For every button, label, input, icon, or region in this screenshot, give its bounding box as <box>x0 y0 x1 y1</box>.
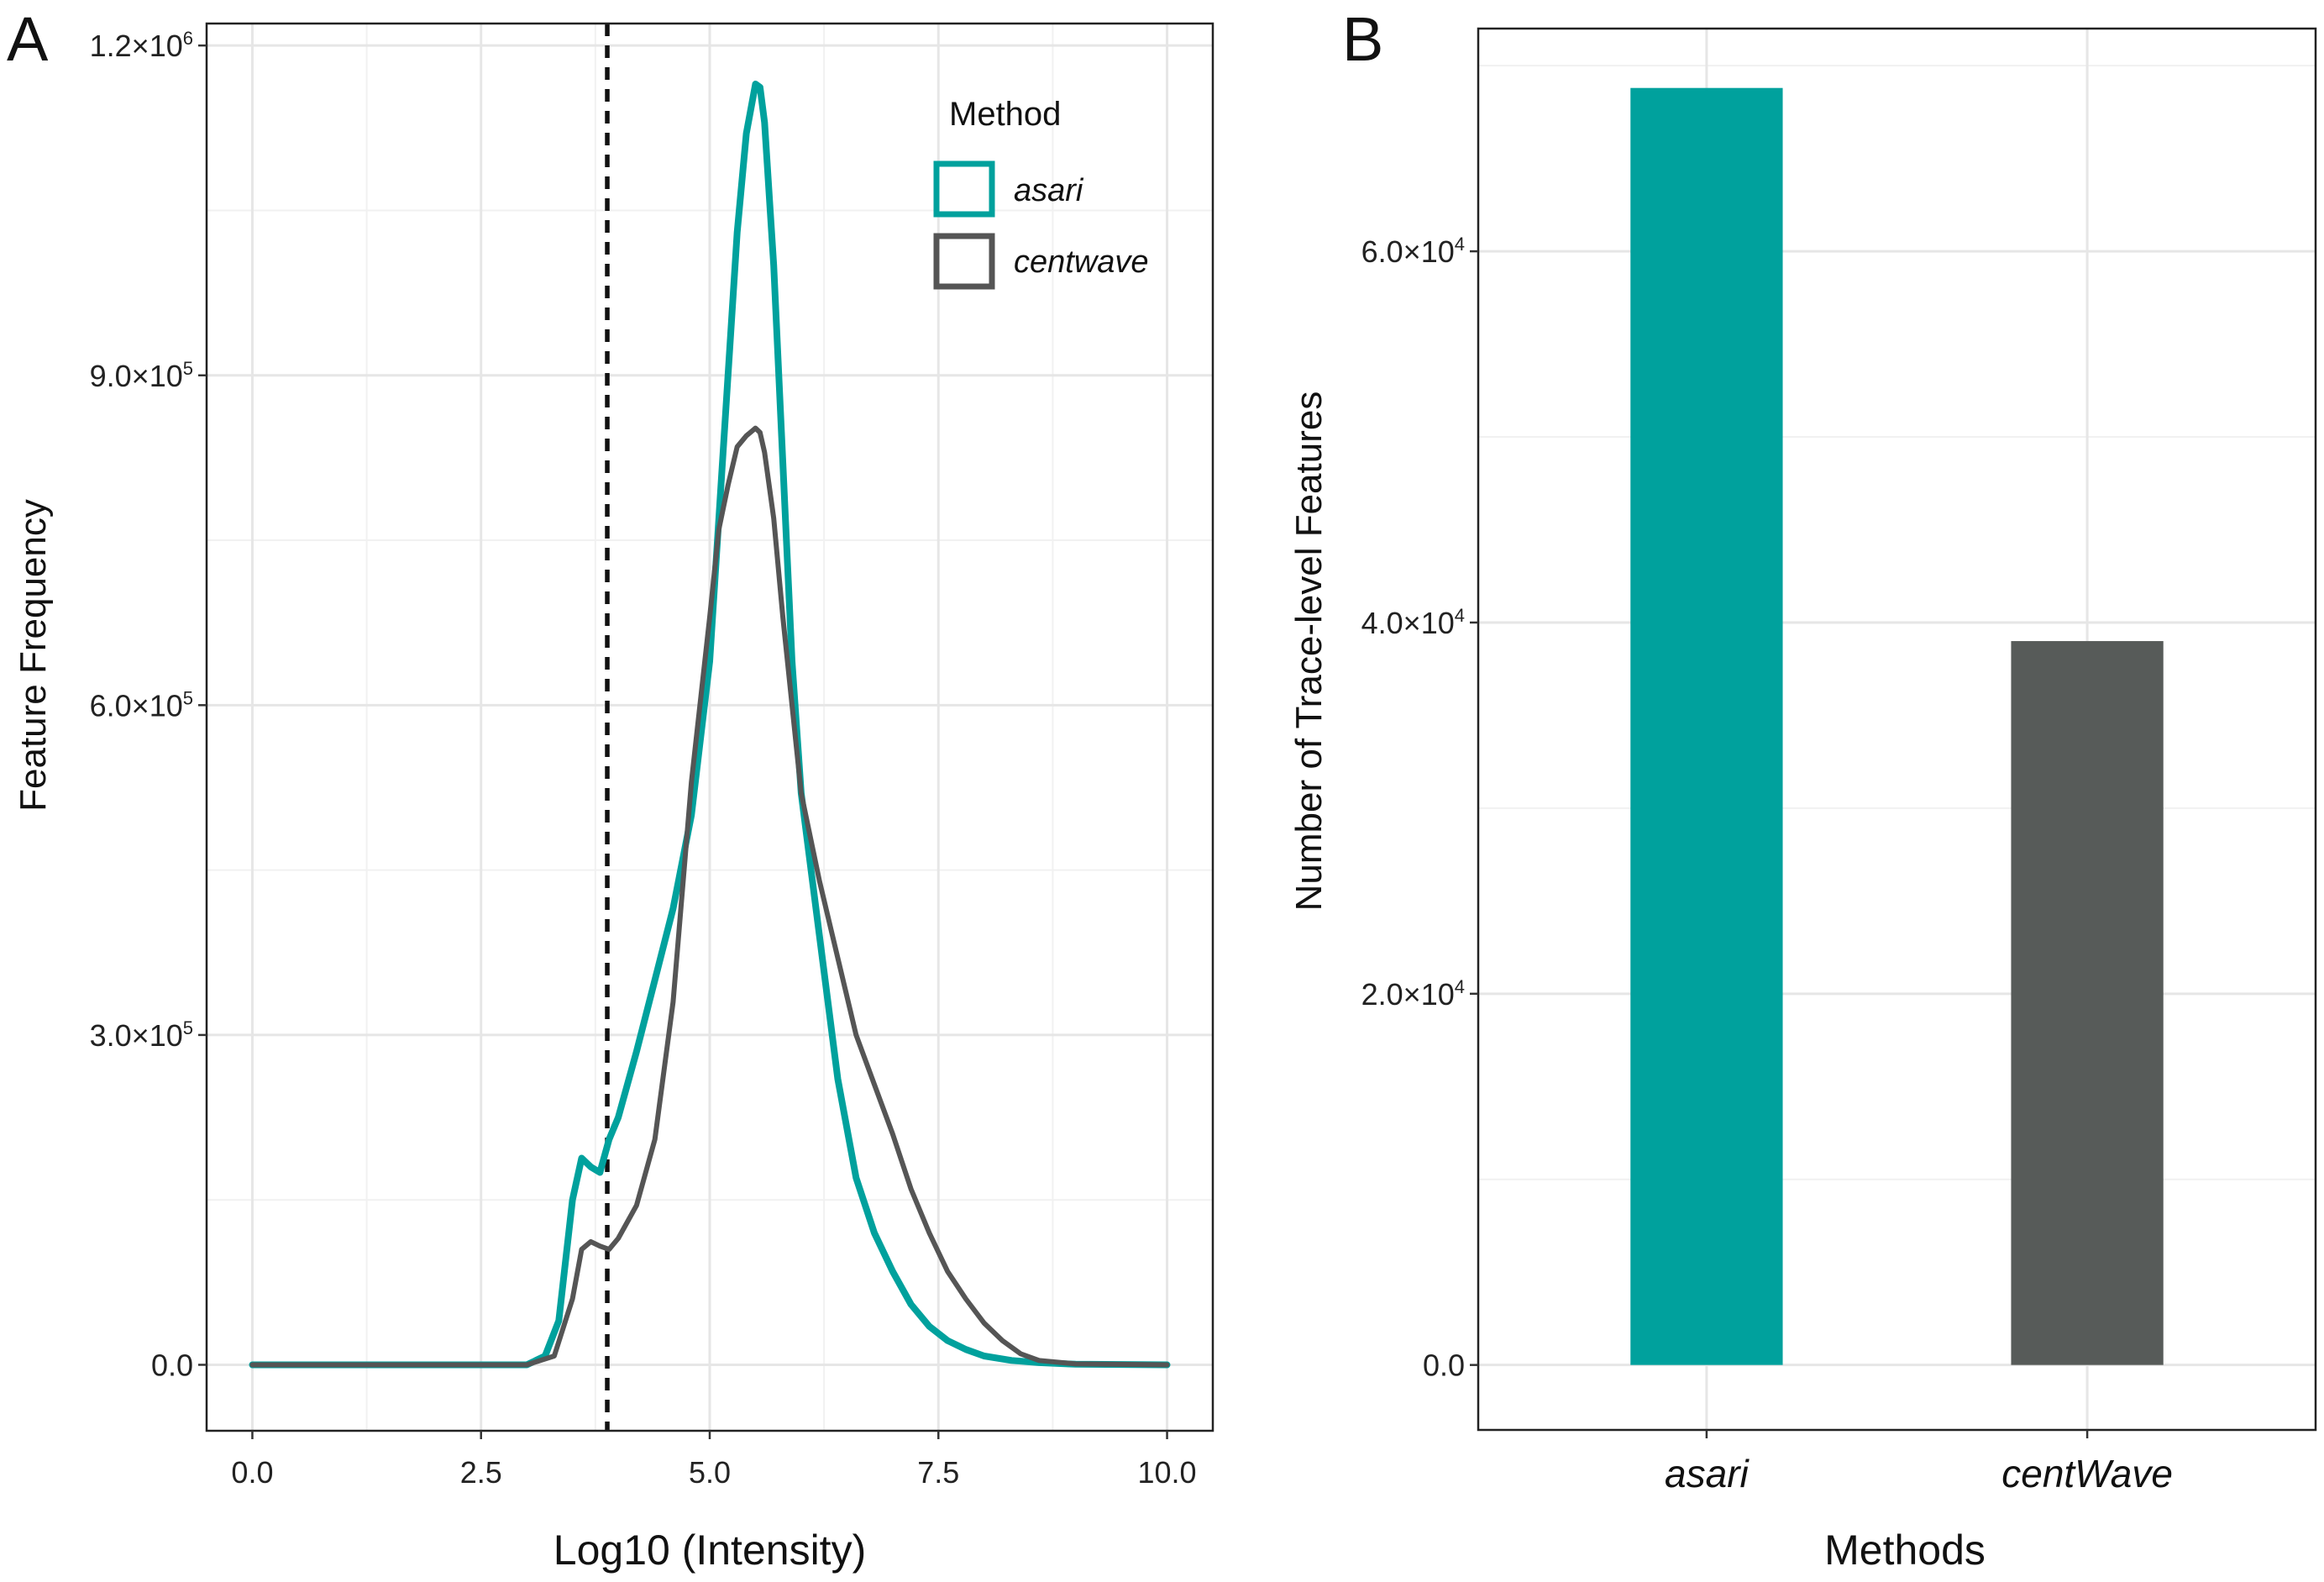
chart-a-y-tick-label: 6.0×105 <box>90 687 193 723</box>
legend-label-centwave: centwave <box>1014 244 1149 280</box>
chart-b-plot-border <box>1477 27 2317 1432</box>
chart-b-y-tick-label-mantissa: 6.0×10 <box>1361 234 1455 269</box>
chart-a-y-tick-label-mantissa: 0.0 <box>151 1348 193 1382</box>
chart-a-y-tick-label: 1.2×106 <box>90 28 193 63</box>
chart-a-y-tick-label-mantissa: 9.0×10 <box>90 359 183 393</box>
chart-b-y-tick-label-exponent: 4 <box>1455 976 1465 997</box>
chart-a-y-tick-label-exponent: 5 <box>183 1017 193 1038</box>
legend-title: Method <box>949 96 1061 133</box>
chart-b-y-tick-label-mantissa: 4.0×10 <box>1361 606 1455 640</box>
chart-b-x-axis-title: Methods <box>1824 1527 1986 1574</box>
chart-b-bars <box>1630 87 2164 1365</box>
chart-b-y-tick-label: 0.0 <box>1423 1348 1465 1383</box>
chart-b-y-tick-label-mantissa: 2.0×10 <box>1361 977 1455 1012</box>
legend-key-centwave <box>933 233 995 290</box>
chart-a-legend: Method asari centwave <box>933 96 1149 290</box>
legend-label-asari: asari <box>1014 173 1084 208</box>
chart-b-y-tick-label-exponent: 4 <box>1455 605 1465 626</box>
panel-label-a: A <box>7 4 49 74</box>
chart-b-category-label: asari <box>1665 1452 1750 1495</box>
chart-b-y-tick-label: 2.0×104 <box>1361 976 1465 1012</box>
bar-centwave <box>2011 641 2164 1365</box>
series-line-asari <box>249 81 1171 1369</box>
chart-a-series-group <box>249 81 1171 1369</box>
chart-a-x-tick-label: 10.0 <box>1138 1455 1197 1490</box>
chart-a-y-tick-label: 3.0×105 <box>90 1017 193 1053</box>
chart-a-x-tick-label: 5.0 <box>689 1455 731 1490</box>
chart-a-y-tick-label: 0.0 <box>151 1348 193 1382</box>
chart-a-x-tick-label: 0.0 <box>231 1455 273 1490</box>
chart-a-x-axis-title: Log10 (Intensity) <box>553 1527 866 1574</box>
panel-label-b: B <box>1342 4 1383 74</box>
chart-a-y-tick-label-mantissa: 3.0×10 <box>90 1018 183 1053</box>
series-line-centwave <box>249 425 1170 1368</box>
legend-key-asari <box>933 160 995 218</box>
chart-a-y-tick-label-exponent: 5 <box>183 358 193 379</box>
chart-a-x-tick-label: 7.5 <box>917 1455 959 1490</box>
chart-a-x-axis: 0.0 2.5 5.0 7.5 10.0 <box>231 1431 1197 1490</box>
chart-b-y-tick-label-mantissa: 0.0 <box>1423 1348 1465 1383</box>
chart-a-y-tick-label-mantissa: 1.2×10 <box>90 29 183 63</box>
chart-b-y-tick-label: 4.0×104 <box>1361 605 1465 640</box>
chart-b-category-label: centWave <box>2001 1452 2173 1495</box>
chart-a-gridlines <box>207 24 1213 1431</box>
chart-a-y-axis-title: Feature Frequency <box>13 499 54 812</box>
chart-a-y-tick-label: 9.0×105 <box>90 358 193 393</box>
chart-b-x-axis: asari centWave <box>1665 1430 2173 1495</box>
chart-b-plot-background <box>1478 29 2316 1430</box>
chart-a-y-tick-label-exponent: 6 <box>183 28 193 49</box>
chart-b-y-tick-label: 6.0×104 <box>1361 234 1465 269</box>
chart-a-y-tick-label-exponent: 5 <box>183 687 193 708</box>
chart-b-y-axis-title: Number of Trace-level Features <box>1288 392 1330 912</box>
bar-asari <box>1630 87 1783 1365</box>
chart-b-y-tick-label-exponent: 4 <box>1455 234 1465 255</box>
chart-a-x-tick-label: 2.5 <box>460 1455 502 1490</box>
chart-a-y-tick-label-mantissa: 6.0×10 <box>90 688 183 723</box>
